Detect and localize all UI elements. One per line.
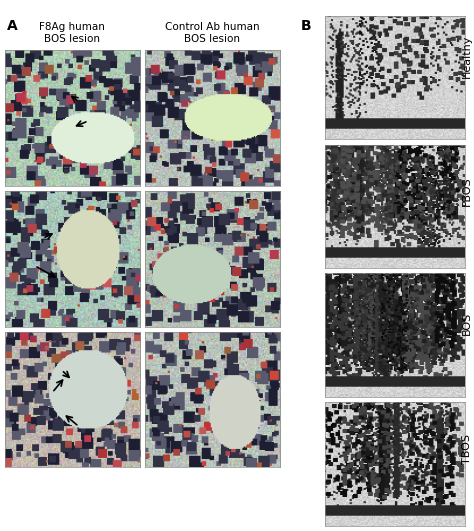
Text: Control Ab human
BOS lesion: Control Ab human BOS lesion bbox=[165, 22, 259, 44]
Text: Healthy: Healthy bbox=[462, 35, 472, 78]
Text: B: B bbox=[301, 19, 311, 32]
Text: TBOS: TBOS bbox=[462, 434, 472, 464]
Text: A: A bbox=[7, 19, 18, 32]
Text: FBOS: FBOS bbox=[462, 177, 472, 207]
Text: F8Ag human
BOS lesion: F8Ag human BOS lesion bbox=[39, 22, 105, 44]
Text: BOS: BOS bbox=[462, 312, 472, 335]
